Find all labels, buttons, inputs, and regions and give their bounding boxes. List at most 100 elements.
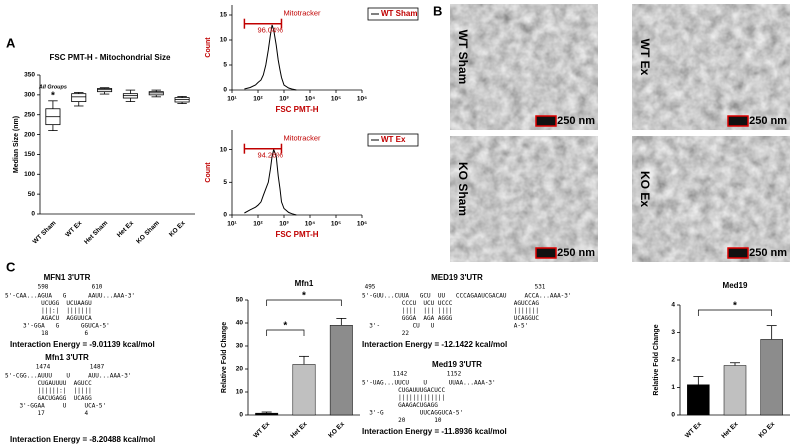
x-tick-label: WT Ex: [64, 219, 83, 238]
rna-position: 598: [38, 284, 49, 291]
gate-label: Mitotracker: [283, 134, 321, 143]
bar: [255, 412, 279, 416]
box: [71, 93, 87, 103]
rna-line: 20 10: [362, 417, 442, 424]
y-tick-label: 4: [671, 302, 675, 309]
micrograph: [449, 135, 599, 263]
y-tick-label: 50: [236, 297, 244, 304]
scale-bar: [535, 115, 557, 127]
x-axis-label: FSC PMT-H: [275, 105, 318, 114]
rna-line: AGACU AGGUUCA: [5, 315, 92, 322]
histogram-line: [244, 24, 297, 91]
y-tick-label: 40: [236, 320, 244, 327]
x-tick-label: 10²: [253, 221, 263, 228]
rna-position: 1142: [393, 371, 408, 378]
gate-value: 96.04%: [257, 26, 283, 35]
interaction-energy: Interaction Energy = -8.20488 kcal/mol: [10, 435, 155, 444]
interaction-energy: Interaction Energy = -11.8936 kcal/mol: [362, 427, 507, 436]
y-tick-label: 150: [24, 151, 35, 158]
y-tick-label: 10: [236, 389, 244, 396]
x-tick-label: 10³: [279, 96, 289, 103]
bar: [687, 384, 710, 416]
rna-line: 3'- CU U A-5': [362, 323, 528, 330]
bar: [329, 325, 353, 416]
rna-line: 22: [362, 330, 409, 337]
annotation: All Groups: [38, 84, 67, 90]
bar: [723, 365, 747, 416]
annotation: *: [51, 90, 55, 101]
rna-line: 3'-GGA G GGUCA-5': [5, 323, 110, 330]
x-tick-label: 10⁶: [357, 96, 367, 103]
bar: [292, 364, 316, 416]
rna-line: |||:| |||||||: [5, 308, 92, 315]
y-tick-label: 15: [220, 12, 228, 19]
x-tick-label: 10⁵: [331, 221, 341, 228]
scale-label: 250 nm: [557, 115, 595, 127]
y-tick-label: 300: [24, 92, 35, 99]
x-tick-label: 10⁶: [357, 221, 367, 228]
rna-line: 5'-GUU...CUUA GCU UU CCCAGAAUCGACAU ACCA…: [362, 293, 572, 300]
x-tick-label: 10³: [279, 221, 289, 228]
chart-title: Mfn1: [295, 279, 314, 288]
chart-title: FSC PMT-H - Mitochondrial Size: [50, 53, 171, 62]
micrograph: [631, 3, 791, 131]
rna-line: 5'-CAA...AGUA G AAUU...AAA-3': [5, 293, 135, 300]
rna-position: 495: [365, 284, 376, 291]
chart-title: Med19: [723, 281, 748, 290]
rna-line: GACUGAGG UCAGG: [5, 395, 92, 402]
interaction-energy: Interaction Energy = -9.01139 kcal/mol: [10, 340, 155, 349]
legend-label: WT Ex: [381, 135, 406, 144]
y-axis-label: Relative Fold Change: [221, 322, 228, 393]
x-tick-label: 10⁵: [331, 96, 341, 103]
gate-value: 94.26%: [257, 151, 283, 160]
micrograph-label: WT Sham: [456, 30, 470, 85]
y-tick-label: 5: [223, 62, 227, 69]
y-tick-label: 10: [220, 37, 228, 44]
x-tick-label: 10⁴: [305, 96, 315, 103]
rna-line: 18 6: [5, 330, 88, 337]
x-tick-label: KO Ex: [758, 420, 777, 439]
rna-line: GGGA AGA AGGG UCAGGUC: [362, 315, 539, 322]
rna-position: 1487: [90, 364, 105, 371]
interaction-energy: Interaction Energy = -12.1422 kcal/mol: [362, 340, 507, 349]
gate-label: Mitotracker: [283, 9, 321, 18]
x-tick-label: 10¹: [227, 221, 236, 228]
y-axis-label: Count: [205, 37, 212, 58]
y-tick-label: 350: [24, 72, 35, 79]
rna-position: 1152: [447, 371, 462, 378]
x-tick-label: Het Ex: [720, 420, 740, 440]
x-tick-label: 10⁴: [305, 221, 315, 228]
y-tick-label: 0: [671, 412, 675, 419]
micrograph: [449, 3, 599, 131]
y-tick-label: 1: [671, 384, 675, 391]
scale-label: 250 nm: [749, 247, 787, 259]
y-tick-label: 0: [223, 87, 227, 94]
y-tick-label: 0: [31, 211, 35, 218]
rna-line: UCUGG UCUAAGU: [5, 300, 92, 307]
y-tick-label: 2: [671, 357, 675, 364]
legend-box: [367, 133, 419, 147]
micrograph-label: KO Ex: [638, 171, 652, 207]
y-axis-label: Relative Fold Change: [653, 324, 660, 395]
x-tick-label: Het Ex: [116, 219, 136, 239]
rna-line: 5'-CGG...AUUU U AUU...AAA-3': [5, 373, 131, 380]
y-axis-label: Median Size (nm): [13, 116, 20, 173]
rna-line: 5'-UAG...UUCU U UUAA...AAA-3': [362, 380, 496, 387]
x-tick-label: KO Sham: [135, 220, 161, 246]
legend-label: WT Sham: [381, 9, 417, 18]
panel-label: A: [6, 35, 16, 50]
scale-bar: [727, 115, 749, 127]
y-tick-label: 0: [223, 212, 227, 219]
histogram-line: [244, 147, 297, 216]
y-tick-label: 250: [24, 111, 35, 118]
x-tick-label: WT Ex: [252, 420, 271, 439]
x-tick-label: KO Ex: [327, 420, 346, 439]
x-tick-label: Het Sham: [83, 220, 109, 246]
significance-label: *: [733, 301, 737, 312]
micrograph-label: WT Ex: [638, 39, 652, 76]
scale-label: 250 nm: [749, 115, 787, 127]
y-axis-label: Count: [205, 162, 212, 183]
x-tick-label: Het Ex: [289, 420, 309, 440]
rna-line: GAAGACUGAGG: [362, 402, 438, 409]
